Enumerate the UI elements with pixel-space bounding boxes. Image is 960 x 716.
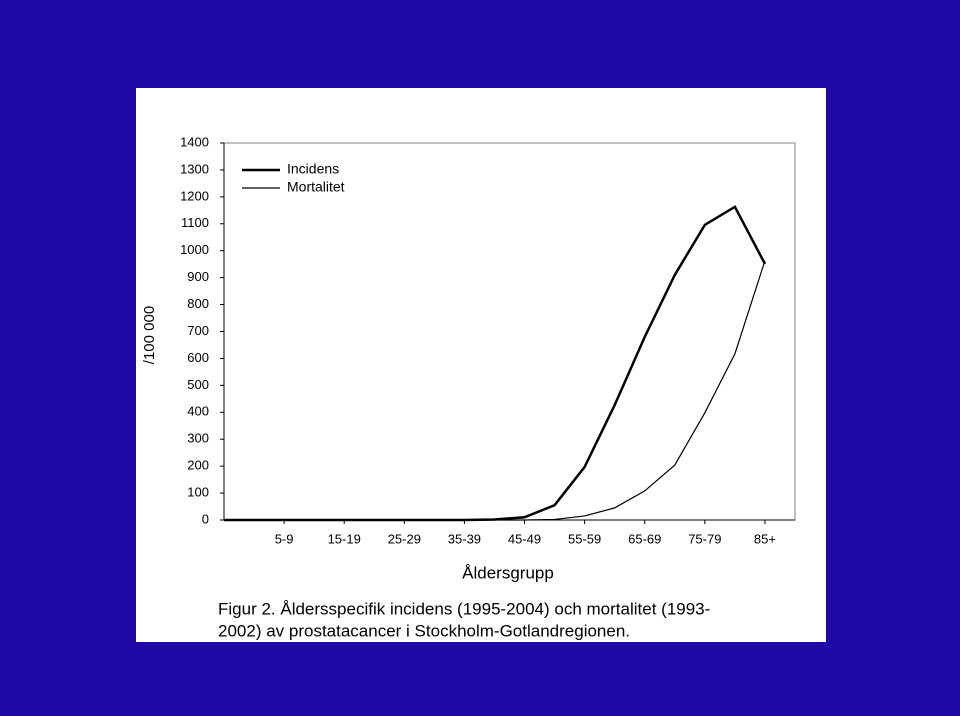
legend-label: Incidens <box>287 161 339 177</box>
y-tick-label: 1100 <box>181 215 209 230</box>
x-axis-label: Åldersgrupp <box>462 563 554 582</box>
x-tick-label: 55-59 <box>568 531 601 546</box>
y-tick-label: 1400 <box>180 134 209 149</box>
y-tick-label: 700 <box>187 323 209 338</box>
x-tick-label: 85+ <box>754 531 776 546</box>
x-tick-label: 75-79 <box>688 531 721 546</box>
y-tick-label: 400 <box>187 404 209 419</box>
y-tick-label: 800 <box>187 296 209 311</box>
y-tick-label: 300 <box>187 431 209 446</box>
y-tick-label: 0 <box>202 511 209 526</box>
y-tick-label: 900 <box>187 269 209 284</box>
y-tick-label: 1000 <box>180 242 209 257</box>
legend-label: Mortalitet <box>287 179 345 195</box>
x-tick-label: 35-39 <box>448 531 481 546</box>
caption-line: 2002) av prostatacancer i Stockholm-Gotl… <box>218 621 630 640</box>
caption-line: Figur 2. Åldersspecifik incidens (1995-2… <box>218 599 710 618</box>
x-tick-label: 45-49 <box>508 531 541 546</box>
x-tick-label: 5-9 <box>275 531 294 546</box>
x-tick-label: 15-19 <box>328 531 361 546</box>
series-line <box>224 260 766 521</box>
y-tick-label: 100 <box>187 485 209 500</box>
x-tick-label: 25-29 <box>388 531 421 546</box>
y-tick-label: 500 <box>187 377 209 392</box>
y-tick-label: 200 <box>187 458 209 473</box>
y-axis-label: /100 000 <box>141 306 158 364</box>
panel <box>136 88 826 642</box>
y-tick-label: 600 <box>187 350 209 365</box>
y-tick-label: 1200 <box>180 188 209 203</box>
x-tick-label: 65-69 <box>628 531 661 546</box>
y-tick-label: 1300 <box>180 161 209 176</box>
